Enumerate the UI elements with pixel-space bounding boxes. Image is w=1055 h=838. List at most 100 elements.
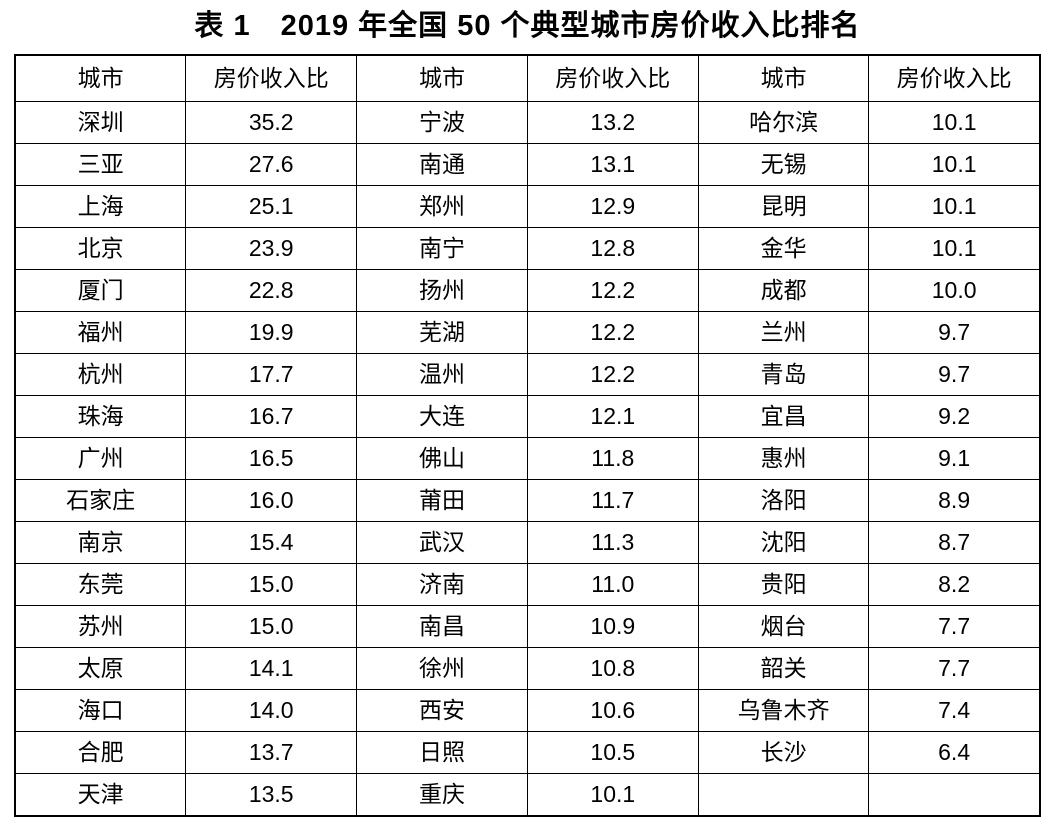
ratio-cell: 7.4 — [868, 688, 1041, 732]
table-row: 三亚 27.6 南通 13.1 无锡 10.1 — [14, 142, 1041, 186]
ratio-cell: 7.7 — [868, 646, 1041, 690]
city-cell: 乌鲁木齐 — [697, 688, 870, 732]
header-row: 城市 房价收入比 城市 房价收入比 城市 房价收入比 — [14, 54, 1041, 102]
city-cell: 无锡 — [697, 142, 870, 186]
city-cell: 郑州 — [356, 184, 528, 228]
ratio-cell: 14.0 — [185, 688, 358, 732]
city-cell: 南宁 — [356, 226, 528, 270]
city-cell: 惠州 — [697, 436, 870, 480]
ratio-cell: 12.1 — [526, 394, 699, 438]
city-cell: 广州 — [14, 436, 187, 480]
city-cell: 莆田 — [356, 478, 528, 522]
city-cell: 昆明 — [697, 184, 870, 228]
ratio-cell: 10.0 — [868, 268, 1041, 312]
ratio-cell: 10.1 — [868, 226, 1041, 270]
city-cell: 南京 — [14, 520, 187, 564]
city-cell: 三亚 — [14, 142, 187, 186]
ratio-cell: 16.7 — [185, 394, 358, 438]
city-cell: 苏州 — [14, 604, 187, 648]
city-cell: 珠海 — [14, 394, 187, 438]
table-caption: 表 1 2019 年全国 50 个典型城市房价收入比排名 — [194, 10, 861, 42]
city-cell: 合肥 — [14, 730, 187, 774]
city-cell: 宁波 — [356, 100, 528, 144]
city-cell: 芜湖 — [356, 310, 528, 354]
city-cell: 烟台 — [697, 604, 870, 648]
city-cell: 厦门 — [14, 268, 187, 312]
ratio-cell: 8.2 — [868, 562, 1041, 606]
city-cell: 沈阳 — [697, 520, 870, 564]
city-cell: 海口 — [14, 688, 187, 732]
ratio-cell: 12.8 — [526, 226, 699, 270]
city-cell: 韶关 — [697, 646, 870, 690]
city-cell: 太原 — [14, 646, 187, 690]
ratio-cell: 10.1 — [868, 100, 1041, 144]
table-row: 珠海 16.7 大连 12.1 宜昌 9.2 — [14, 394, 1041, 438]
ratio-cell: 10.9 — [526, 604, 699, 648]
city-cell — [697, 772, 870, 817]
ratio-cell: 15.0 — [185, 604, 358, 648]
city-cell: 武汉 — [356, 520, 528, 564]
ratio-cell: 15.4 — [185, 520, 358, 564]
ratio-cell: 12.9 — [526, 184, 699, 228]
ratio-cell: 23.9 — [185, 226, 358, 270]
city-cell: 宜昌 — [697, 394, 870, 438]
ratio-cell: 11.7 — [526, 478, 699, 522]
ratio-cell: 8.9 — [868, 478, 1041, 522]
ratio-cell: 15.0 — [185, 562, 358, 606]
table-row: 苏州 15.0 南昌 10.9 烟台 7.7 — [14, 604, 1041, 648]
ratio-cell: 12.2 — [526, 310, 699, 354]
table-row: 东莞 15.0 济南 11.0 贵阳 8.2 — [14, 562, 1041, 606]
header-city-1: 城市 — [14, 54, 187, 102]
ratio-cell: 13.2 — [526, 100, 699, 144]
city-cell: 长沙 — [697, 730, 870, 774]
table-row: 杭州 17.7 温州 12.2 青岛 9.7 — [14, 352, 1041, 396]
table-row: 合肥 13.7 日照 10.5 长沙 6.4 — [14, 730, 1041, 774]
city-cell: 杭州 — [14, 352, 187, 396]
table-row: 南京 15.4 武汉 11.3 沈阳 8.7 — [14, 520, 1041, 564]
ratio-cell: 10.1 — [526, 772, 699, 817]
table-row: 北京 23.9 南宁 12.8 金华 10.1 — [14, 226, 1041, 270]
ratio-cell: 35.2 — [185, 100, 358, 144]
city-cell: 深圳 — [14, 100, 187, 144]
city-cell: 济南 — [356, 562, 528, 606]
city-cell: 青岛 — [697, 352, 870, 396]
table-row: 海口 14.0 西安 10.6 乌鲁木齐 7.4 — [14, 688, 1041, 732]
ratio-cell: 9.2 — [868, 394, 1041, 438]
city-cell: 兰州 — [697, 310, 870, 354]
ratio-cell: 10.8 — [526, 646, 699, 690]
city-cell: 佛山 — [356, 436, 528, 480]
ratio-cell: 10.1 — [868, 184, 1041, 228]
city-cell: 福州 — [14, 310, 187, 354]
table-row: 太原 14.1 徐州 10.8 韶关 7.7 — [14, 646, 1041, 690]
table-row: 天津 13.5 重庆 10.1 — [14, 772, 1041, 817]
table-row: 广州 16.5 佛山 11.8 惠州 9.1 — [14, 436, 1041, 480]
price-income-ratio-table: 城市 房价收入比 城市 房价收入比 城市 房价收入比 深圳 35.2 宁波 13.2 哈… — [14, 53, 1041, 817]
city-cell: 徐州 — [356, 646, 528, 690]
ratio-cell: 27.6 — [185, 142, 358, 186]
table-row: 厦门 22.8 扬州 12.2 成都 10.0 — [14, 268, 1041, 312]
city-cell: 石家庄 — [14, 478, 187, 522]
city-cell: 南昌 — [356, 604, 528, 648]
city-cell: 大连 — [356, 394, 528, 438]
ratio-cell: 16.5 — [185, 436, 358, 480]
ratio-cell: 17.7 — [185, 352, 358, 396]
city-cell: 北京 — [14, 226, 187, 270]
ratio-cell: 13.5 — [185, 772, 358, 817]
city-cell: 上海 — [14, 184, 187, 228]
ratio-cell: 9.7 — [868, 310, 1041, 354]
ratio-cell: 11.3 — [526, 520, 699, 564]
city-cell: 西安 — [356, 688, 528, 732]
city-cell: 日照 — [356, 730, 528, 774]
city-cell: 哈尔滨 — [697, 100, 870, 144]
city-cell: 东莞 — [14, 562, 187, 606]
ratio-cell: 12.2 — [526, 352, 699, 396]
city-cell: 洛阳 — [697, 478, 870, 522]
ratio-cell: 8.7 — [868, 520, 1041, 564]
table-row: 福州 19.9 芜湖 12.2 兰州 9.7 — [14, 310, 1041, 354]
ratio-cell: 16.0 — [185, 478, 358, 522]
table-header: 城市 房价收入比 城市 房价收入比 城市 房价收入比 — [14, 54, 1041, 102]
ratio-cell: 10.6 — [526, 688, 699, 732]
city-cell: 扬州 — [356, 268, 528, 312]
city-cell: 金华 — [697, 226, 870, 270]
